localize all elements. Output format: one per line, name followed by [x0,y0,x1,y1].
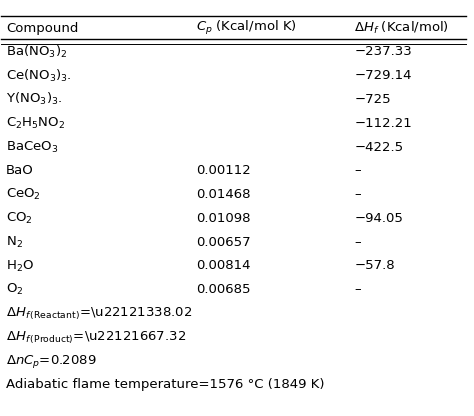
Text: –: – [355,283,361,296]
Text: $\Delta H_{f\,\rm{(Reactant)}}$=\u22121338.02: $\Delta H_{f\,\rm{(Reactant)}}$=\u221213… [6,305,192,322]
Text: −422.5: −422.5 [355,141,403,154]
Text: −112.21: −112.21 [355,117,412,130]
Text: 0.00112: 0.00112 [196,164,251,177]
Text: BaCeO$_3$: BaCeO$_3$ [6,139,58,155]
Text: CeO$_2$: CeO$_2$ [6,187,41,202]
Text: $C_p$ (Kcal/mol K): $C_p$ (Kcal/mol K) [196,19,297,37]
Text: 0.01098: 0.01098 [196,212,251,225]
Text: Y(NO$_3$)$_3$.: Y(NO$_3$)$_3$. [6,92,63,107]
Text: –: – [355,236,361,249]
Text: −57.8: −57.8 [355,260,395,272]
Text: –: – [355,164,361,177]
Text: −237.33: −237.33 [355,45,412,58]
Text: $\Delta H_f$ (Kcal/mol): $\Delta H_f$ (Kcal/mol) [355,20,449,36]
Text: 0.01468: 0.01468 [196,188,251,201]
Text: $\Delta nC_p$=0.2089: $\Delta nC_p$=0.2089 [6,353,97,370]
Text: BaO: BaO [6,164,34,177]
Text: O$_2$: O$_2$ [6,282,24,297]
Text: CO$_2$: CO$_2$ [6,211,33,226]
Text: −725: −725 [355,93,391,106]
Text: 0.00685: 0.00685 [196,283,251,296]
Text: Ce(NO$_3$)$_3$.: Ce(NO$_3$)$_3$. [6,67,72,84]
Text: 0.00657: 0.00657 [196,236,251,249]
Text: −729.14: −729.14 [355,69,412,82]
Text: −94.05: −94.05 [355,212,403,225]
Text: $\Delta H_{f\,\rm{(Product)}}$=\u22121667.32: $\Delta H_{f\,\rm{(Product)}}$=\u2212166… [6,329,186,346]
Text: –: – [355,188,361,201]
Text: 0.00814: 0.00814 [196,260,251,272]
Text: N$_2$: N$_2$ [6,235,23,250]
Text: C$_2$H$_5$NO$_2$: C$_2$H$_5$NO$_2$ [6,116,65,131]
Text: Adiabatic flame temperature=1576 °C (1849 K): Adiabatic flame temperature=1576 °C (184… [6,379,325,391]
Text: H$_2$O: H$_2$O [6,258,34,274]
Text: Compound: Compound [6,22,78,35]
Text: Ba(NO$_3$)$_2$: Ba(NO$_3$)$_2$ [6,44,67,60]
